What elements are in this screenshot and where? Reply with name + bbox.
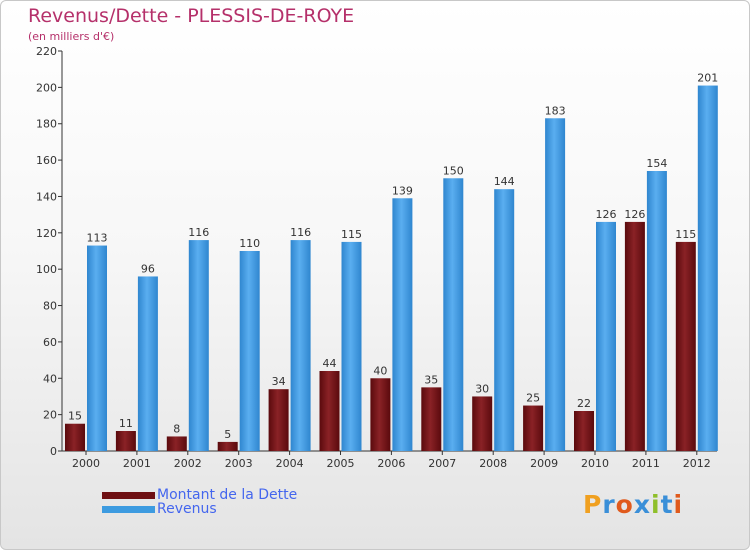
y-tick-label: 160	[36, 154, 57, 167]
bar-revenus	[239, 251, 260, 451]
data-label-dette: 15	[68, 410, 82, 423]
bar-revenus	[137, 276, 158, 451]
bar-dette	[574, 411, 594, 451]
x-tick-label: 2009	[530, 457, 558, 470]
data-label-dette: 8	[173, 422, 180, 435]
data-label-revenus: 113	[87, 232, 108, 245]
x-tick-label: 2012	[683, 457, 711, 470]
data-label-revenus: 150	[443, 164, 464, 177]
bar-dette	[268, 389, 289, 451]
y-tick-label: 120	[36, 227, 57, 240]
bar-dette	[472, 396, 493, 451]
data-label-dette: 40	[373, 364, 387, 377]
data-label-revenus: 183	[545, 104, 566, 117]
x-tick-label: 2010	[581, 457, 609, 470]
data-label-dette: 22	[577, 397, 591, 410]
bar-dette	[421, 387, 442, 451]
legend-label-dette: Montant de la Dette	[157, 487, 298, 503]
bar-dette	[523, 405, 544, 451]
x-tick-label: 2007	[428, 457, 456, 470]
x-tick-label: 2008	[479, 457, 507, 470]
bar-revenus	[443, 178, 464, 452]
x-tick-label: 2000	[72, 457, 100, 470]
y-tick-label: 0	[50, 445, 57, 458]
y-tick-label: 20	[43, 409, 57, 422]
data-label-revenus: 116	[188, 226, 209, 239]
logo-letter: o	[615, 490, 634, 519]
y-tick-label: 180	[36, 118, 57, 131]
data-label-revenus: 110	[239, 237, 260, 250]
bar-revenus	[392, 198, 413, 451]
legend-swatch-dette	[102, 491, 155, 499]
legend-item-revenus: Revenus	[102, 502, 217, 516]
logo-letter: P	[583, 490, 603, 519]
bar-revenus	[646, 171, 667, 451]
bar-revenus	[87, 245, 107, 451]
y-tick-label: 140	[36, 190, 57, 203]
data-label-revenus: 139	[392, 184, 413, 197]
y-tick-label: 60	[43, 336, 57, 349]
x-tick-label: 2005	[327, 457, 355, 470]
data-label-revenus: 201	[697, 72, 718, 85]
data-label-dette: 11	[119, 417, 133, 430]
bar-revenus	[290, 240, 311, 451]
bar-dette	[65, 423, 85, 451]
data-label-dette: 115	[675, 228, 696, 241]
y-tick-label: 200	[36, 81, 57, 94]
legend-label-revenus: Revenus	[157, 501, 217, 517]
data-label-dette: 30	[475, 382, 489, 395]
logo-letter: i	[673, 490, 684, 519]
data-label-revenus: 116	[290, 226, 311, 239]
legend-swatch-revenus	[102, 505, 155, 513]
x-tick-label: 2011	[632, 457, 660, 470]
data-label-revenus: 115	[341, 228, 362, 241]
y-tick-label: 80	[43, 300, 57, 313]
x-tick-label: 2004	[276, 457, 304, 470]
logo-letter: r	[602, 490, 616, 519]
bar-revenus	[341, 241, 362, 451]
chart-subtitle: (en milliers d'€)	[28, 30, 115, 43]
data-label-dette: 44	[323, 357, 337, 370]
chart-title: Revenus/Dette - PLESSIS-DE-ROYE	[28, 5, 355, 27]
data-label-revenus: 144	[494, 175, 515, 188]
y-tick-label: 100	[36, 263, 57, 276]
bar-dette	[217, 441, 238, 451]
bar-dette	[115, 431, 136, 451]
y-tick-label: 40	[43, 372, 57, 385]
data-label-dette: 35	[424, 373, 438, 386]
bar-dette	[624, 221, 645, 451]
bar-dette	[675, 241, 696, 451]
x-tick-label: 2002	[174, 457, 202, 470]
bar-revenus	[545, 118, 566, 451]
data-label-dette: 34	[272, 375, 286, 388]
logo-letter: x	[633, 490, 651, 519]
bar-dette	[319, 371, 340, 451]
data-label-revenus: 154	[646, 157, 667, 170]
bar-revenus	[188, 240, 209, 451]
legend-item-dette: Montant de la Dette	[102, 488, 297, 502]
bar-revenus	[697, 85, 718, 451]
x-tick-label: 2003	[225, 457, 253, 470]
logo-letter: i	[651, 490, 661, 519]
data-label-revenus: 96	[141, 262, 155, 275]
bar-dette	[370, 378, 391, 451]
bar-revenus	[494, 189, 515, 451]
data-label-dette: 25	[526, 392, 540, 405]
bar-revenus	[596, 221, 616, 451]
bar-dette	[166, 436, 187, 451]
y-tick-label: 220	[36, 45, 57, 58]
data-label-dette: 5	[224, 428, 231, 441]
x-tick-label: 2006	[377, 457, 405, 470]
data-label-revenus: 126	[596, 208, 617, 221]
logo-letter: t	[660, 490, 674, 519]
data-label-dette: 126	[624, 208, 645, 221]
proxiti-logo: Proxiti	[583, 490, 683, 519]
x-tick-label: 2001	[123, 457, 151, 470]
